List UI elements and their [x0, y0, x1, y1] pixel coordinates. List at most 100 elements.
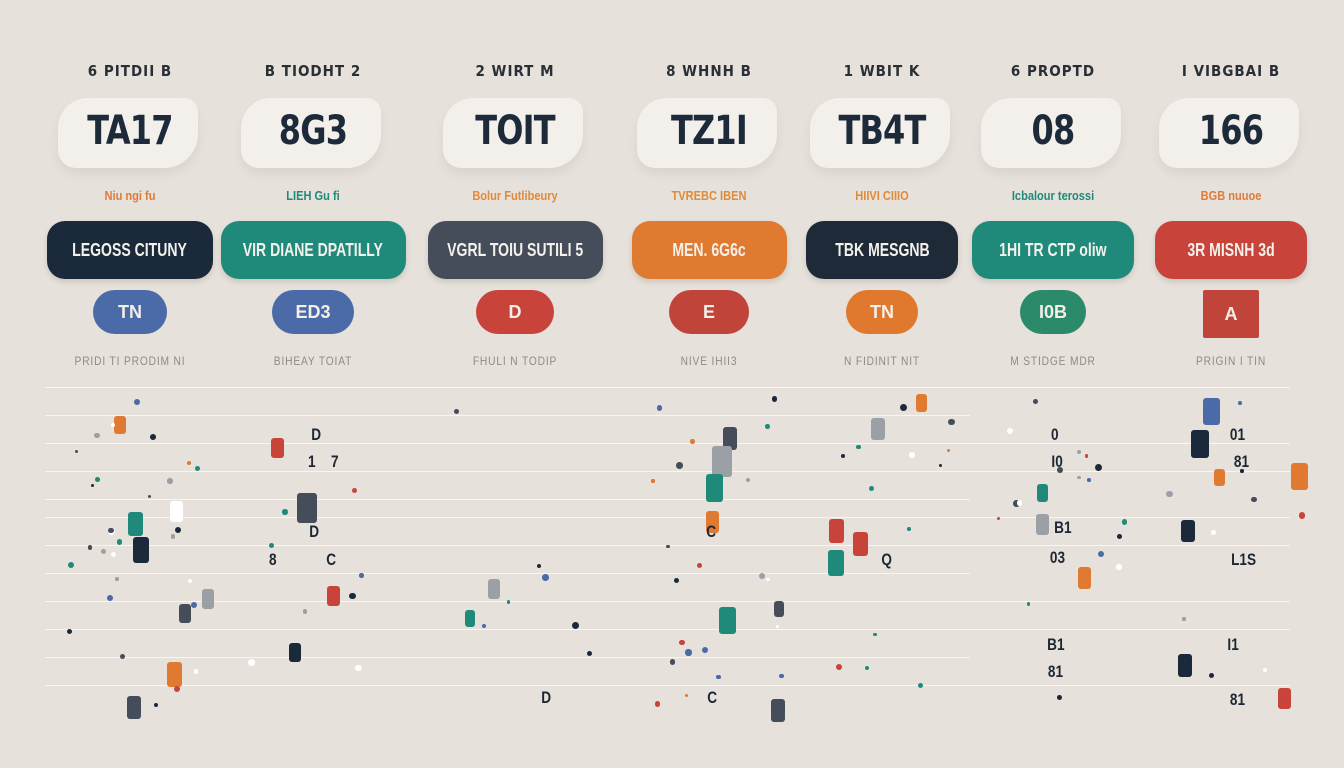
score-card[interactable] — [241, 98, 381, 168]
grid-tile — [770, 699, 785, 722]
grid-row-line — [45, 601, 1290, 602]
grid-dot — [948, 418, 955, 425]
grid-cell-text: 03 — [1049, 548, 1066, 567]
grid-dot — [106, 595, 113, 602]
grid-cell-text: 7 — [330, 452, 339, 471]
team-pill-button[interactable]: VIR DIANE DPATILLY — [220, 221, 406, 279]
score-card[interactable] — [1159, 98, 1299, 168]
column-footer-label: N FIDINIT NIT — [843, 354, 921, 368]
team-column: B TIODHT 2 8G3 LIEH Gu fi VIR DIANE DPATILL… — [220, 0, 406, 380]
grid-cell-text: I1 — [1227, 635, 1239, 654]
grid-dot — [536, 564, 541, 569]
team-badge[interactable]: TN — [846, 290, 918, 334]
grid-dot — [835, 664, 842, 671]
grid-cell-text: C — [326, 550, 337, 569]
column-header: 2 WIRT M — [475, 62, 555, 80]
grid-dot — [119, 654, 125, 660]
grid-dot — [108, 527, 114, 533]
team-badge[interactable]: E — [669, 290, 749, 334]
team-pill-button[interactable]: LEGOSS CITUNY — [47, 221, 213, 279]
grid-cell-text: D — [311, 425, 322, 444]
grid-tile — [327, 585, 340, 606]
team-badge[interactable]: A — [1203, 290, 1259, 338]
grid-tile — [773, 600, 784, 617]
grid-cell-text: 01 — [1229, 425, 1246, 444]
grid-dot — [676, 462, 683, 469]
grid-dot — [94, 432, 100, 439]
team-pill-button[interactable]: VGRL TOIU SUTILI 5 — [427, 221, 603, 279]
sub-label: Bolur Futlibeury — [472, 188, 558, 203]
grid-tile — [852, 532, 868, 557]
grid-tile — [297, 492, 317, 524]
score-card[interactable] — [981, 98, 1121, 168]
column-header: 6 PROPTD — [1010, 62, 1096, 80]
grid-row-line — [45, 499, 970, 500]
grid-cell-text: B1 — [1047, 635, 1065, 654]
grid-tile — [1180, 519, 1195, 542]
grid-dot — [716, 675, 721, 680]
team-pill-label: VGRL TOIU SUTILI 5 — [446, 239, 583, 260]
grid-dot — [665, 544, 670, 549]
team-badge-label: D — [508, 301, 522, 322]
team-pill-button[interactable]: TBK MESGNB — [806, 221, 958, 279]
grid-cell-text: 81 — [1229, 690, 1246, 709]
grid-dot — [1027, 602, 1031, 606]
grid-dot — [1208, 672, 1215, 679]
grid-dot — [997, 517, 1001, 521]
grid-dot — [684, 694, 689, 698]
score-card[interactable] — [443, 98, 583, 168]
team-badge[interactable]: D — [476, 290, 554, 334]
grid-cell-text: B1 — [1054, 518, 1072, 537]
column-header: I VIBGBAI B — [1181, 62, 1281, 80]
column-footer-label: PRIGIN I TIN — [1195, 354, 1267, 368]
column-header: B TIODHT 2 — [264, 62, 362, 80]
grid-tile — [114, 416, 126, 435]
grid-dot — [1017, 500, 1023, 506]
grid-cell-text: D — [541, 688, 552, 707]
grid-dot — [282, 509, 288, 515]
score-value: TA17 — [87, 108, 173, 154]
grid-dot — [1012, 500, 1020, 507]
grid-dot — [938, 463, 943, 468]
score-card[interactable] — [58, 98, 198, 168]
grid-dot — [90, 484, 94, 488]
grid-row-line — [45, 415, 970, 416]
sub-label: BGB nuuoe — [1200, 188, 1262, 203]
team-badge-label: A — [1224, 303, 1238, 324]
grid-row-line — [45, 443, 1290, 444]
grid-dot — [918, 683, 924, 689]
grid-cell-text: 0 — [1050, 425, 1059, 444]
grid-tile — [170, 501, 183, 522]
team-badge[interactable]: ED3 — [272, 290, 354, 334]
grid-dot — [349, 592, 356, 600]
team-badge[interactable]: TN — [93, 290, 167, 334]
sub-label: HIIVI CIIIO — [855, 188, 909, 203]
grid-dot — [651, 479, 655, 483]
grid-dot — [194, 466, 200, 472]
grid-dot — [771, 396, 778, 402]
grid-dot — [701, 646, 709, 653]
team-pill-button[interactable]: 1HI TR CTP oliw — [972, 221, 1134, 279]
grid-dot — [654, 701, 661, 707]
grid-tile — [705, 474, 723, 503]
grid-row-line — [45, 573, 970, 574]
score-value: 8G3 — [278, 108, 348, 154]
score-card[interactable] — [810, 98, 950, 168]
grid-tile — [127, 695, 142, 719]
grid-dot — [1117, 533, 1123, 539]
grid-dot — [110, 422, 116, 427]
team-pill-button[interactable]: MEN. 6G6c — [631, 221, 787, 279]
grid-tile — [133, 536, 150, 563]
score-card[interactable] — [637, 98, 777, 168]
grid-dot — [1056, 695, 1062, 701]
column-header: 8 WHNH B — [666, 62, 752, 80]
grid-dot — [1087, 478, 1091, 482]
column-header: 6 PITDII B — [87, 62, 173, 80]
grid-dot — [572, 622, 580, 630]
team-badge[interactable]: I0B — [1020, 290, 1086, 334]
team-pill-button[interactable]: 3R MISNH 3d — [1155, 221, 1307, 279]
grid-dot — [1121, 519, 1128, 525]
team-badge-label: TN — [118, 301, 142, 322]
grid-tile — [464, 609, 476, 628]
grid-dot — [1298, 512, 1305, 519]
